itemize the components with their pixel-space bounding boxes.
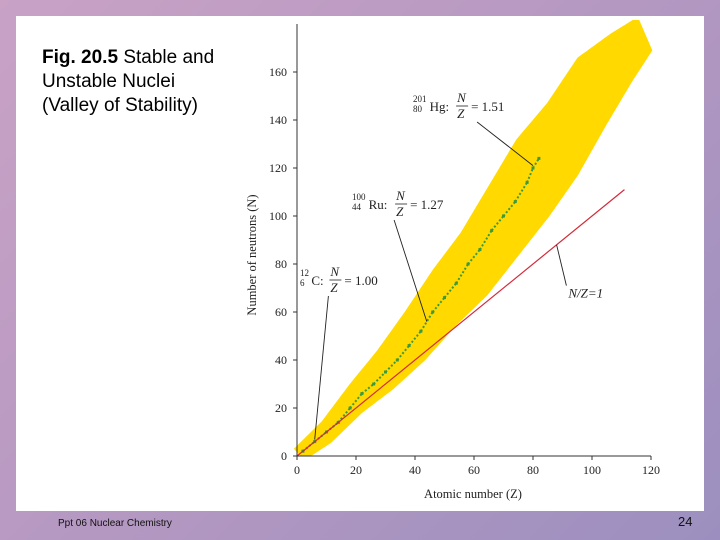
stable-trend-segment xyxy=(361,383,375,395)
ratio-denominator: Z xyxy=(457,106,465,121)
ratio-denominator: Z xyxy=(330,280,338,295)
x-tick-label: 100 xyxy=(583,463,601,477)
y-tick-label: 100 xyxy=(269,209,287,223)
ratio-value: = 1.27 xyxy=(410,197,444,212)
unstable-band-shape xyxy=(293,20,653,456)
title-figure-number: Fig. 20.5 xyxy=(42,47,119,68)
ratio-value: = 1.51 xyxy=(471,99,504,114)
valley-of-stability-chart: 0 20 40 60 80 100 120 0 20 40 60 80 100 120 140 160 126… xyxy=(245,20,660,501)
y-tick-label: 20 xyxy=(275,401,287,415)
x-tick-label: 20 xyxy=(350,463,362,477)
x-tick-label: 80 xyxy=(527,463,539,477)
stable-trend-segment xyxy=(443,282,458,299)
n-equals-z-label: N/Z=1 xyxy=(567,286,603,301)
atomic-number: 6 xyxy=(300,278,305,288)
x-axis-label: Atomic number (Z) xyxy=(424,487,522,501)
atomic-number: 80 xyxy=(413,104,423,114)
unstable-nuclei-band xyxy=(293,20,653,456)
leader-line xyxy=(393,219,428,322)
x-tick-label: 60 xyxy=(468,463,480,477)
ratio-numerator: N xyxy=(329,264,340,279)
x-tick-label: 40 xyxy=(409,463,421,477)
y-tick-label: 40 xyxy=(275,353,287,367)
mass-number: 100 xyxy=(352,192,366,202)
y-tick-label: 140 xyxy=(269,113,287,127)
stable-trend-segment xyxy=(467,248,481,265)
y-tick-label: 0 xyxy=(281,449,287,463)
stable-trend-segment xyxy=(408,330,422,347)
title-text: Stable and Unstable Nuclei (Valley of St… xyxy=(42,47,215,116)
stable-point xyxy=(525,180,529,184)
slide-title: Fig. 20.5 Stable and Unstable Nuclei (Va… xyxy=(42,46,232,118)
n-equals-z-line xyxy=(296,189,625,457)
stable-trend-segment xyxy=(431,296,446,313)
footer-text: Ppt 06 Nuclear Chemistry xyxy=(58,518,172,529)
stable-nuclei-points xyxy=(301,156,541,453)
leader-line xyxy=(476,121,534,166)
stable-trend-segment xyxy=(337,407,351,424)
ratio-numerator: N xyxy=(456,90,467,105)
stable-trend-segment xyxy=(502,200,517,217)
y-tick-label: 80 xyxy=(275,257,287,271)
element-symbol: C: xyxy=(311,273,323,288)
y-tick-label: 60 xyxy=(275,305,287,319)
y-axis-label: Number of neutrons (N) xyxy=(245,194,259,315)
stable-trend-segment xyxy=(396,344,410,361)
stable-point xyxy=(537,156,541,160)
x-tick-label: 0 xyxy=(294,463,300,477)
stable-trend-segment xyxy=(490,215,505,232)
atomic-number: 44 xyxy=(352,202,362,212)
stable-trend-segment xyxy=(526,167,534,183)
page-number: 24 xyxy=(678,514,693,529)
stable-trend-segment xyxy=(372,371,387,385)
stable-trend-segment xyxy=(532,157,540,169)
element-symbol: Hg: xyxy=(430,99,450,114)
mass-number: 12 xyxy=(300,268,309,278)
leader-line xyxy=(314,295,329,440)
stable-trend-segment xyxy=(349,392,363,409)
nuclide-annotation: 126 C: NZ = 1.00 xyxy=(300,264,378,440)
y-tick-label: 160 xyxy=(269,65,287,79)
tick-labels: 0 20 40 60 80 100 120 0 20 40 60 80 100 120 140 160 xyxy=(269,65,660,477)
axes xyxy=(293,24,652,460)
stable-point xyxy=(360,392,364,396)
ratio-denominator: Z xyxy=(396,204,404,219)
ratio-numerator: N xyxy=(395,188,406,203)
y-tick-label: 120 xyxy=(269,161,287,175)
x-tick-label: 120 xyxy=(642,463,660,477)
n-equals-z-leader xyxy=(556,244,567,286)
reference-lines xyxy=(296,189,625,457)
element-symbol: Ru: xyxy=(369,197,388,212)
stable-trend-segment xyxy=(384,359,399,373)
ratio-value: = 1.00 xyxy=(344,273,377,288)
mass-number: 201 xyxy=(413,94,427,104)
stable-point xyxy=(454,281,458,285)
